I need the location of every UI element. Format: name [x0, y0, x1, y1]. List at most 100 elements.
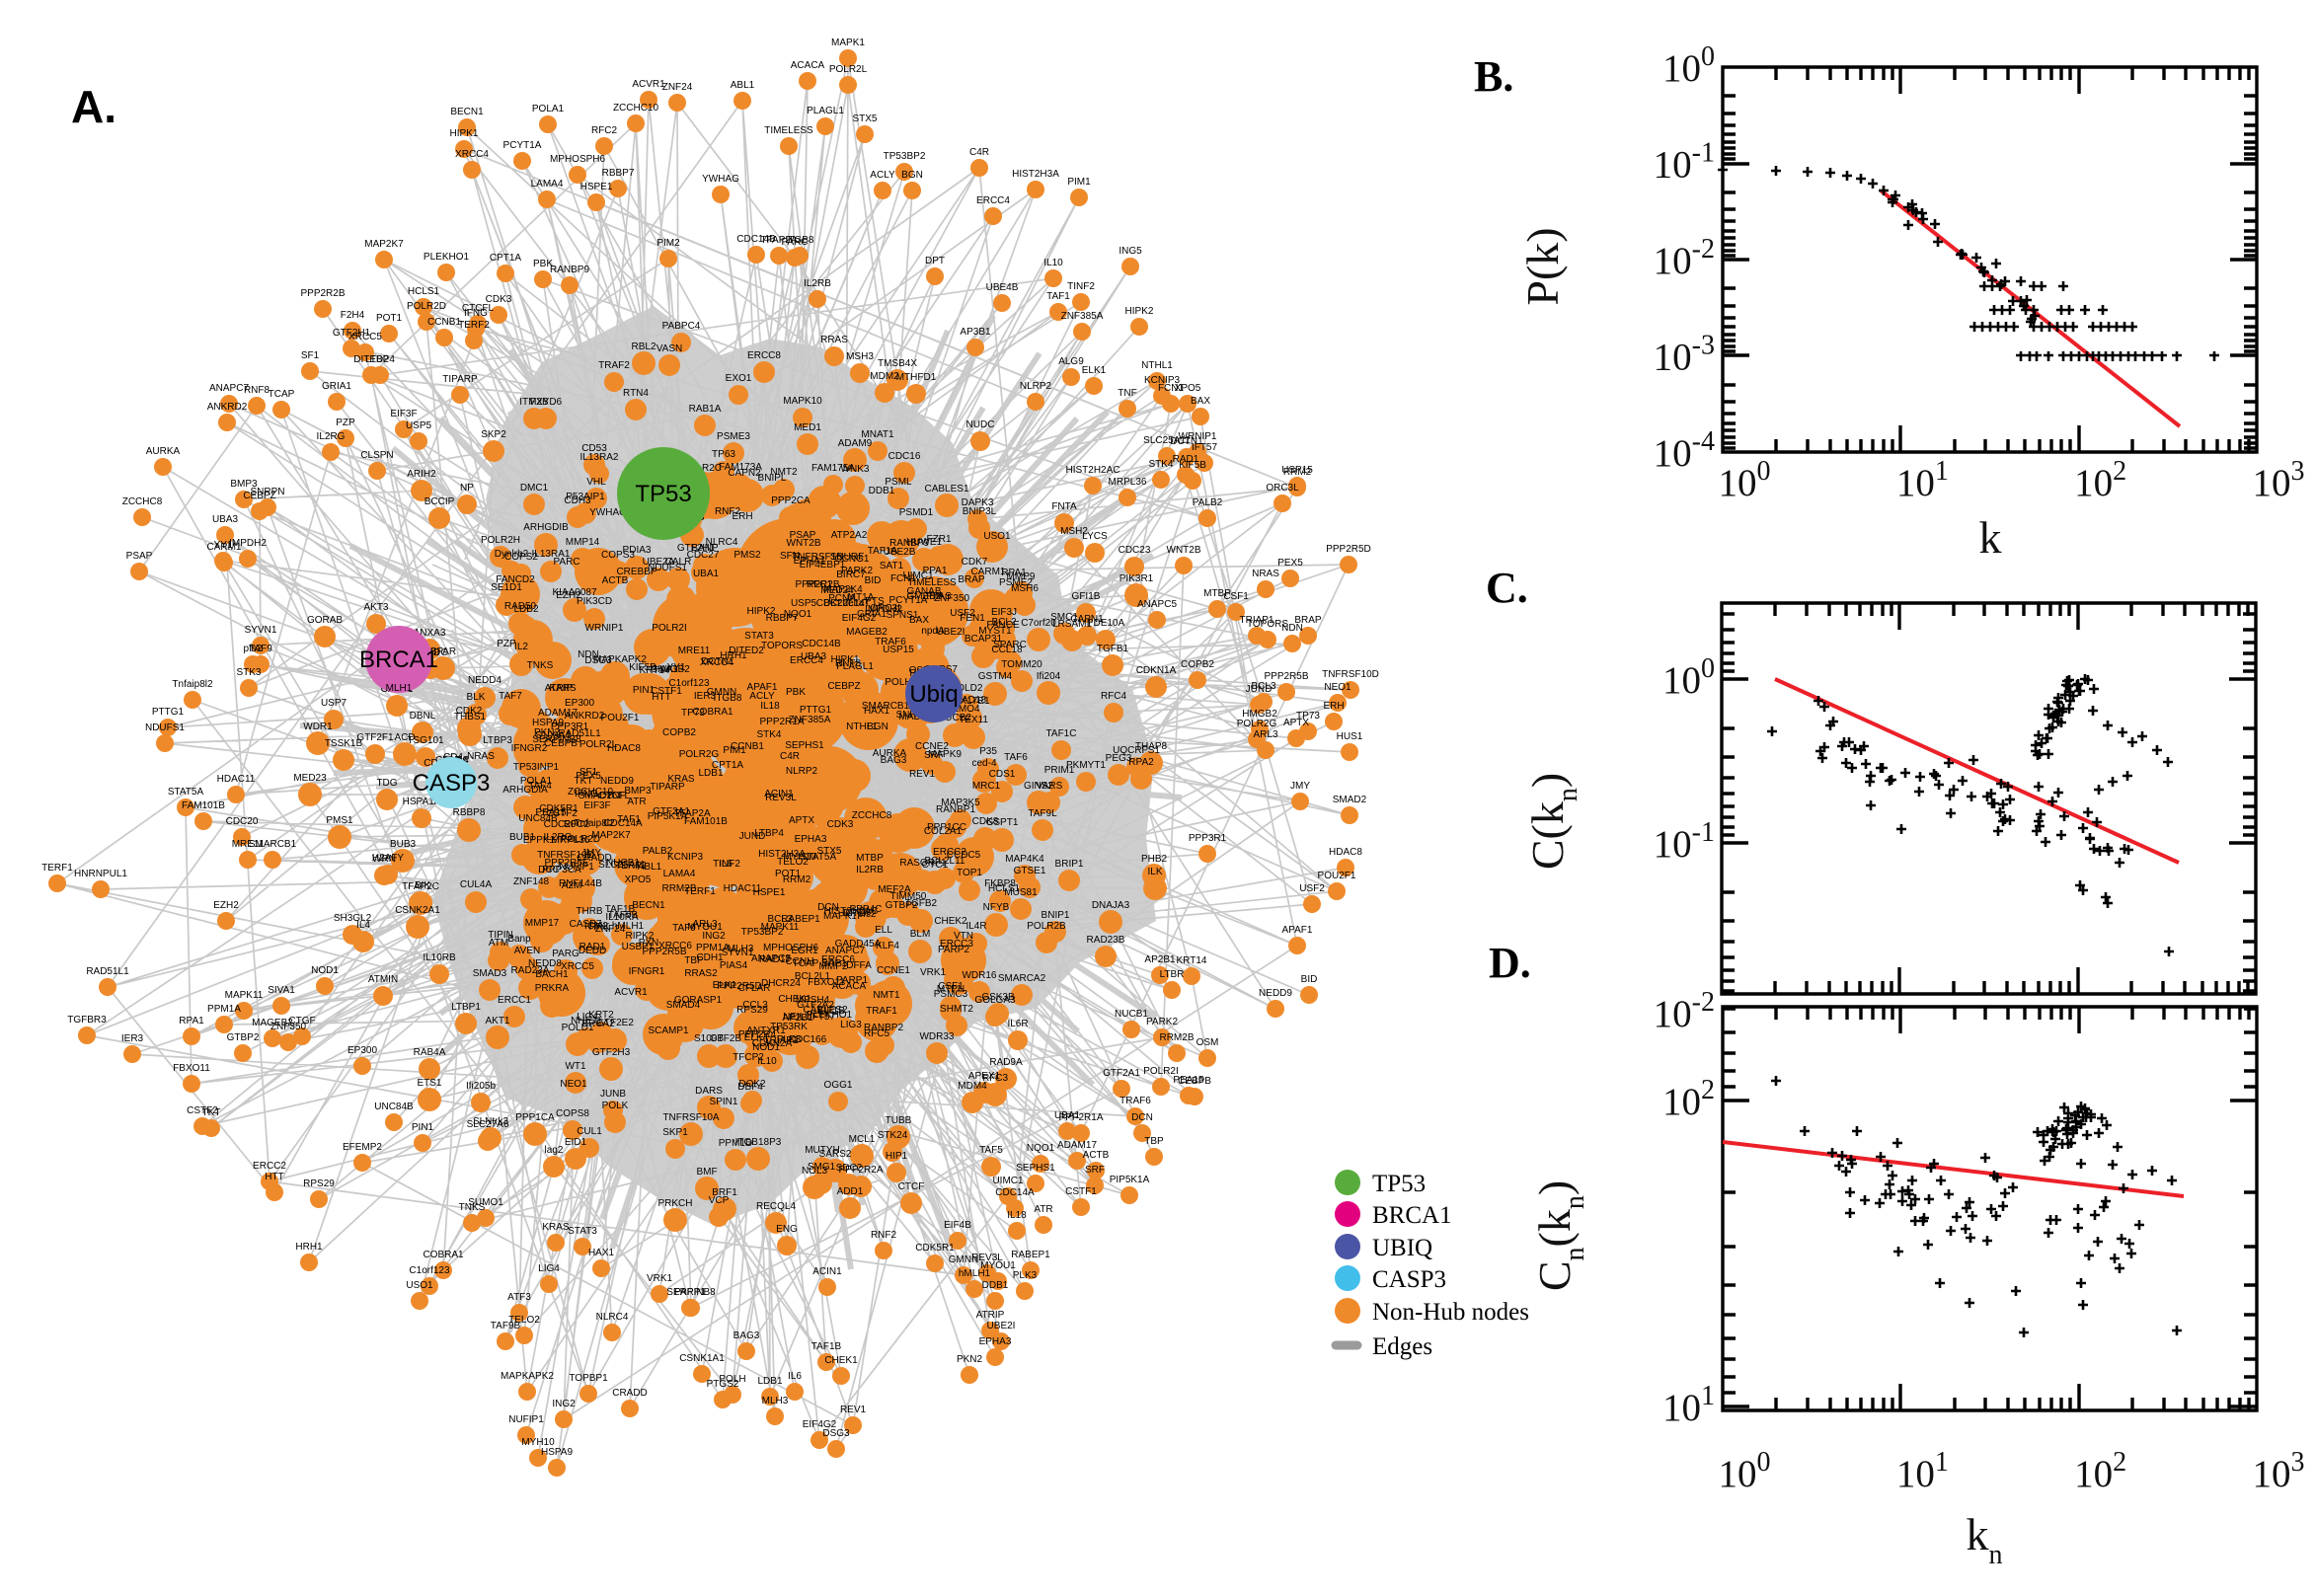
svg-text:NFYB: NFYB	[983, 902, 1010, 913]
svg-text:hMLH1: hMLH1	[959, 1268, 991, 1279]
svg-text:REV3L: REV3L	[971, 1253, 1003, 1263]
svg-text:NHEJ1: NHEJ1	[571, 1016, 602, 1026]
svg-text:MAP3K5: MAP3K5	[941, 798, 980, 808]
svg-text:NOD1: NOD1	[311, 965, 339, 976]
svg-text:Edges: Edges	[1372, 1333, 1432, 1360]
svg-text:NEIL1: NEIL1	[783, 1012, 811, 1023]
svg-text:CCL3: CCL3	[742, 1000, 768, 1011]
svg-text:CHEK1: CHEK1	[778, 994, 811, 1005]
svg-text:THRB: THRB	[576, 906, 603, 917]
svg-text:CD53: CD53	[581, 443, 607, 454]
svg-text:CDC20: CDC20	[226, 816, 259, 827]
svg-text:ANKRD2: ANKRD2	[207, 402, 248, 413]
svg-text:BNIP1: BNIP1	[1042, 910, 1070, 921]
svg-text:MED1: MED1	[794, 422, 821, 433]
svg-text:C1orf123: C1orf123	[409, 1265, 450, 1276]
svg-text:POLH: POLH	[885, 677, 911, 688]
svg-text:TFCP2: TFCP2	[733, 1052, 764, 1063]
svg-text:POU2F1: POU2F1	[1318, 871, 1356, 881]
svg-text:DITED2: DITED2	[353, 354, 389, 365]
svg-text:FXYD6: FXYD6	[530, 397, 563, 408]
svg-text:ACD: ACD	[394, 732, 415, 743]
svg-text:NMT2: NMT2	[770, 467, 798, 478]
svg-text:TELO2: TELO2	[508, 1315, 540, 1326]
svg-text:ITM2B: ITM2B	[519, 397, 549, 408]
svg-text:KIF5B: KIF5B	[1179, 460, 1206, 471]
svg-text:POLR2G: POLR2G	[679, 749, 720, 760]
svg-text:PABPC4: PABPC4	[662, 321, 701, 332]
svg-text:CCNE1: CCNE1	[877, 965, 910, 976]
svg-text:AKT3: AKT3	[363, 602, 388, 613]
svg-text:TEX11: TEX11	[959, 715, 988, 725]
svg-text:TP53INP1: TP53INP1	[513, 762, 560, 773]
svg-text:CDC166: CDC166	[789, 1034, 827, 1045]
svg-text:MYST1: MYST1	[978, 626, 1012, 637]
svg-text:RFC3: RFC3	[982, 1073, 1009, 1084]
svg-text:IL6: IL6	[719, 859, 733, 870]
svg-text:ING5: ING5	[1119, 246, 1142, 257]
svg-text:ACVR1: ACVR1	[614, 987, 648, 998]
svg-text:PLK3: PLK3	[1013, 1270, 1038, 1281]
svg-text:TAF9L: TAF9L	[1028, 808, 1057, 819]
svg-text:Ifi205b: Ifi205b	[466, 1081, 496, 1092]
svg-text:CPT1A: CPT1A	[490, 253, 522, 264]
svg-text:PPP1CA: PPP1CA	[515, 1112, 555, 1123]
svg-text:BRCA1: BRCA1	[359, 646, 438, 673]
svg-text:RAD50: RAD50	[504, 601, 537, 612]
svg-text:ZCCHC10: ZCCHC10	[568, 787, 614, 798]
svg-text:POLA1: POLA1	[520, 776, 553, 787]
svg-text:SMAD4: SMAD4	[666, 1000, 701, 1011]
svg-text:RFC1: RFC1	[807, 579, 833, 590]
svg-text:PHB2: PHB2	[1141, 854, 1168, 865]
svg-text:NDUFS1: NDUFS1	[648, 563, 687, 573]
svg-text:CAPN2: CAPN2	[728, 468, 761, 479]
svg-text:MPSH4: MPSH4	[796, 995, 830, 1006]
svg-text:THAP8: THAP8	[1135, 741, 1168, 752]
svg-text:10-1: 10-1	[1654, 138, 1715, 187]
svg-text:Ubiq: Ubiq	[909, 681, 958, 708]
svg-text:GMEB2: GMEB2	[906, 591, 941, 602]
svg-text:ced-4: ced-4	[971, 758, 996, 769]
svg-text:SKP2: SKP2	[481, 429, 506, 440]
svg-text:CCL18: CCL18	[991, 645, 1023, 655]
svg-text:RPS29: RPS29	[736, 1005, 768, 1016]
svg-text:PPP2R5B: PPP2R5B	[1264, 671, 1308, 682]
svg-text:RBBP7: RBBP7	[602, 168, 635, 179]
svg-text:EP300: EP300	[565, 698, 594, 709]
svg-text:ZNF148: ZNF148	[513, 876, 550, 887]
svg-text:LMO4: LMO4	[953, 704, 980, 715]
svg-text:PZP: PZP	[336, 418, 355, 428]
svg-text:CTGF: CTGF	[845, 908, 872, 919]
svg-text:CPT1A: CPT1A	[712, 760, 744, 771]
svg-text:PPP4C: PPP4C	[850, 904, 883, 915]
svg-text:PCNA: PCNA	[828, 593, 856, 604]
svg-text:VRK1: VRK1	[920, 967, 947, 978]
svg-text:CTCFL: CTCFL	[598, 791, 631, 801]
svg-text:MAGEB2: MAGEB2	[252, 1018, 293, 1028]
svg-text:PCYT1A: PCYT1A	[503, 140, 542, 151]
svg-text:SAT1: SAT1	[880, 561, 904, 571]
svg-text:RAD1: RAD1	[579, 942, 606, 952]
svg-text:EIF4B: EIF4B	[944, 1220, 971, 1231]
svg-text:RRAS: RRAS	[820, 335, 848, 345]
svg-text:GTF2A1: GTF2A1	[653, 806, 690, 817]
svg-text:TP73: TP73	[1296, 711, 1320, 722]
svg-text:GORAB: GORAB	[307, 615, 343, 626]
svg-text:PSAP: PSAP	[790, 530, 816, 541]
svg-text:PPP1CC: PPP1CC	[927, 822, 966, 833]
svg-text:EIF4G2: EIF4G2	[842, 613, 877, 624]
svg-text:CABLES2: CABLES2	[803, 1005, 847, 1016]
svg-text:HIST2H2AC: HIST2H2AC	[823, 906, 878, 917]
svg-text:PIP5K1A: PIP5K1A	[1110, 1175, 1150, 1185]
svg-text:TGFBR3: TGFBR3	[67, 1015, 107, 1026]
svg-text:SMARCB1: SMARCB1	[862, 701, 910, 712]
svg-text:MAPK1: MAPK1	[831, 38, 865, 48]
svg-text:GFI1B: GFI1B	[1072, 591, 1101, 602]
svg-text:CSNK2A1: CSNK2A1	[395, 905, 440, 916]
svg-text:BIK: BIK	[415, 880, 430, 891]
svg-text:BCL3: BCL3	[767, 914, 792, 925]
svg-text:FZR1: FZR1	[927, 534, 952, 545]
svg-text:SKP1: SKP1	[662, 1127, 688, 1138]
svg-text:USP15: USP15	[883, 645, 914, 655]
svg-text:PTS: PTS	[865, 596, 885, 607]
